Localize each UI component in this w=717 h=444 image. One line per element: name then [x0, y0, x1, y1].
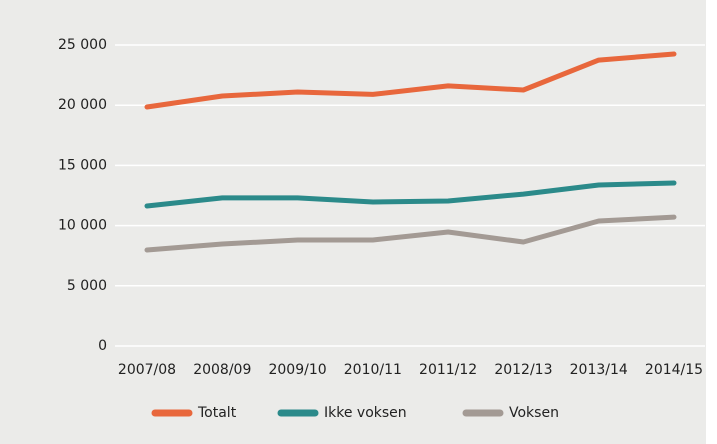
legend-label: Totalt: [197, 405, 237, 421]
y-tick-label: 5 000: [67, 278, 107, 294]
legend-label: Ikke voksen: [324, 405, 407, 421]
x-tick-label: 2012/13: [494, 362, 552, 378]
x-tick-label: 2008/09: [193, 362, 251, 378]
y-tick-label: 15 000: [58, 157, 107, 173]
x-tick-label: 2013/14: [570, 362, 628, 378]
x-tick-label: 2010/11: [344, 362, 402, 378]
x-tick-label: 2014/15: [645, 362, 703, 378]
y-tick-label: 0: [98, 338, 107, 354]
chart: 0 5 000 10 000 15 000 20 000 25 000 2007/08 200…: [0, 0, 717, 444]
y-tick-label: 20 000: [58, 97, 107, 113]
y-tick-label: 10 000: [58, 218, 107, 234]
legend-label: Voksen: [509, 405, 559, 421]
y-tick-label: 25 000: [58, 37, 107, 53]
x-tick-label: 2011/12: [419, 362, 477, 378]
x-tick-label: 2009/10: [268, 362, 326, 378]
x-tick-label: 2007/08: [118, 362, 176, 378]
